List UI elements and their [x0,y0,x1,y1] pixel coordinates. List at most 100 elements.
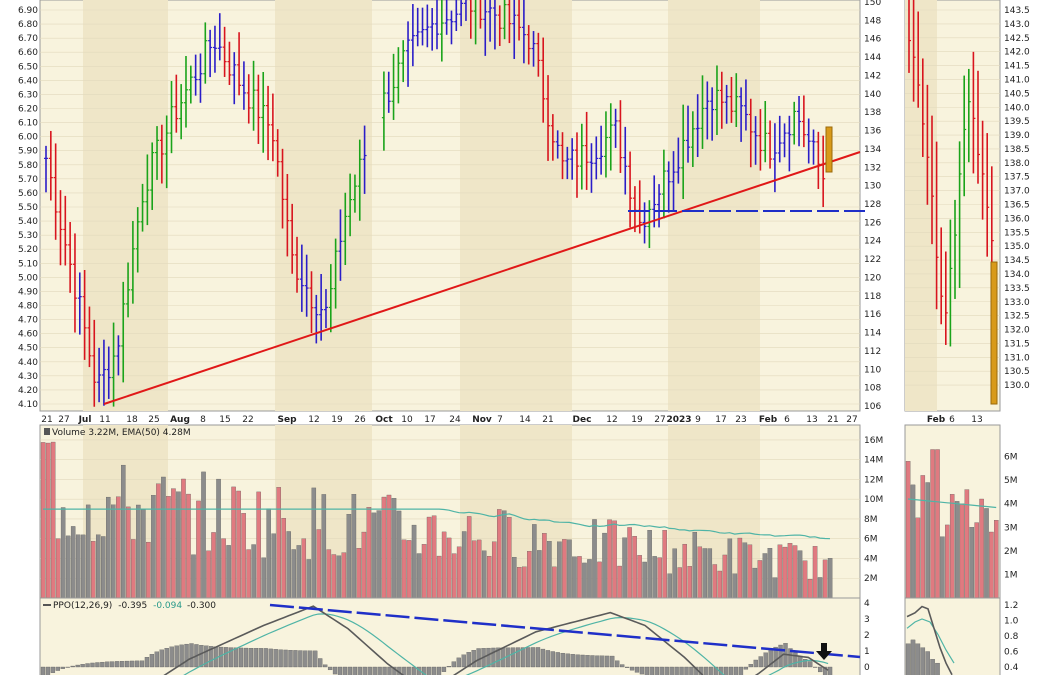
x-tick-label: 2023 [666,415,691,425]
ppo-histogram-bar [154,651,160,668]
detail-volume-bar [925,482,930,599]
detail-tick-label: 138.0 [1004,159,1030,169]
ppo-histogram-bar [377,666,382,675]
volume-bar [431,515,437,599]
left-tick-label: 4.20 [18,386,38,396]
detail-volume-bar [910,484,916,599]
volume-bar [717,570,723,599]
volume-bar [692,531,698,599]
volume-bar [90,541,96,599]
left-tick-label: 5.10 [18,259,38,269]
ppo-histogram-bar [535,647,541,668]
volume-bar [80,534,86,599]
left-tick-label: 5.60 [18,189,38,199]
volume-bar [822,559,828,599]
detail-ppo-panel: 1.2 1.0 0.8 0.6 0.4 [904,597,1019,675]
ppo-line [163,605,829,675]
volume-bar [672,548,677,599]
ppo-histogram-bar [382,666,387,675]
volume-bar [416,553,422,599]
volume-bar [251,544,256,599]
ppo-histogram-bar [570,654,575,668]
detail-volume-bar [959,503,965,599]
volume-bar [481,550,487,599]
volume-bar [306,559,312,599]
detail-ppo-tick: 0.6 [1004,648,1019,658]
volume-bar [146,541,151,599]
volume-bar [552,566,557,599]
ppo-histogram-bar [560,652,565,668]
ppo-histogram-bar [397,666,402,675]
ppo-histogram-bar [253,648,259,668]
ppo-histogram-bar [654,666,659,675]
rising-trendline [103,151,861,405]
volume-bar [156,483,161,599]
ppo-histogram-bar [540,648,546,668]
ppo-histogram-bar [238,647,244,668]
volume-bar [241,513,246,599]
detail-tick-label: 132.5 [1004,312,1030,322]
right-tick-label: 122 [864,255,881,265]
ppo-histogram-bar [120,661,125,668]
volume-tick-label: 4M [864,554,878,564]
left-tick-label: 6.10 [18,119,38,129]
volume-bar [532,524,537,599]
ppo-histogram-bar [620,664,625,668]
volume-bar [662,530,667,599]
ppo-histogram-bar [674,666,679,675]
left-tick-label: 4.10 [18,400,38,410]
volume-bar [361,531,367,599]
ppo-histogram-bar [511,647,516,668]
ppo-histogram-bar [417,666,422,675]
detail-ppo-histogram [905,639,940,675]
left-tick-label: 4.50 [18,344,38,354]
volume-bar [697,546,703,599]
left-tick-label: 5.50 [18,203,38,213]
volume-bar [85,504,91,599]
ppo-histogram-bar [110,661,115,668]
volume-bar [426,516,432,599]
volume-bar [226,545,231,599]
volume-bar [331,554,337,599]
volume-bar [642,561,647,599]
x-tick-label: Jul [78,415,92,425]
ppo-histogram-bar [639,666,645,675]
volume-bar [136,504,141,599]
volume-bar [60,507,66,599]
detail-volume-bar [905,461,911,599]
volume-bar [737,537,743,599]
detail-tick-label: 137.5 [1004,173,1030,183]
detail-volume-tick: 2M [1004,547,1018,557]
detail-tick-label: 140.0 [1004,103,1030,113]
ppo-histogram-bar [728,666,734,675]
volume-bar [557,541,562,599]
ppo-histogram-bar [248,648,254,668]
x-tick-label: Oct [375,415,393,425]
detail-volume-bar [964,489,970,599]
ppo-histogram-bar [144,657,150,668]
ppo-tick-label: 0 [864,663,870,673]
ppo-histogram-bar [521,647,526,668]
month-bands [83,0,760,411]
volume-bar [527,551,532,599]
volume-bar [371,512,377,599]
ppo-histogram-bar [818,666,823,673]
volume-bar [121,464,126,599]
volume-bar [456,546,462,599]
ppo-histogram-bar [555,652,560,668]
ppo-histogram-bar [332,666,338,675]
left-tick-label: 6.50 [18,62,38,72]
ppo-histogram-bar [179,644,184,668]
detail-x-label: 6 [949,415,955,425]
detail-tick-label: 137.0 [1004,187,1030,197]
ppo-histogram-bar [342,666,348,675]
volume-bar [366,507,372,599]
detail-volume-bar [969,527,975,599]
month-band [460,0,572,411]
ppo-histogram-bar [288,650,293,668]
detail-volume-bars [905,449,999,599]
volume-bar [206,550,211,599]
ppo-histogram-bar [105,661,110,668]
detail-right-axis: 143.5 143.0 142.5 142.0 141.5 141.0 140.5 140.0… [1004,6,1030,391]
left-tick-label: 5.90 [18,147,38,157]
